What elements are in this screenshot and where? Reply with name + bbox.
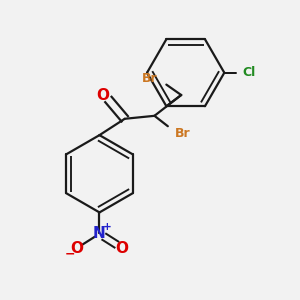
Text: Br: Br <box>142 72 158 85</box>
Text: O: O <box>115 241 128 256</box>
Text: −: − <box>64 248 75 260</box>
Text: O: O <box>97 88 110 104</box>
Text: O: O <box>71 241 84 256</box>
Text: Cl: Cl <box>242 66 255 79</box>
Text: +: + <box>103 222 111 232</box>
Text: N: N <box>93 226 106 241</box>
Text: Br: Br <box>175 127 191 140</box>
